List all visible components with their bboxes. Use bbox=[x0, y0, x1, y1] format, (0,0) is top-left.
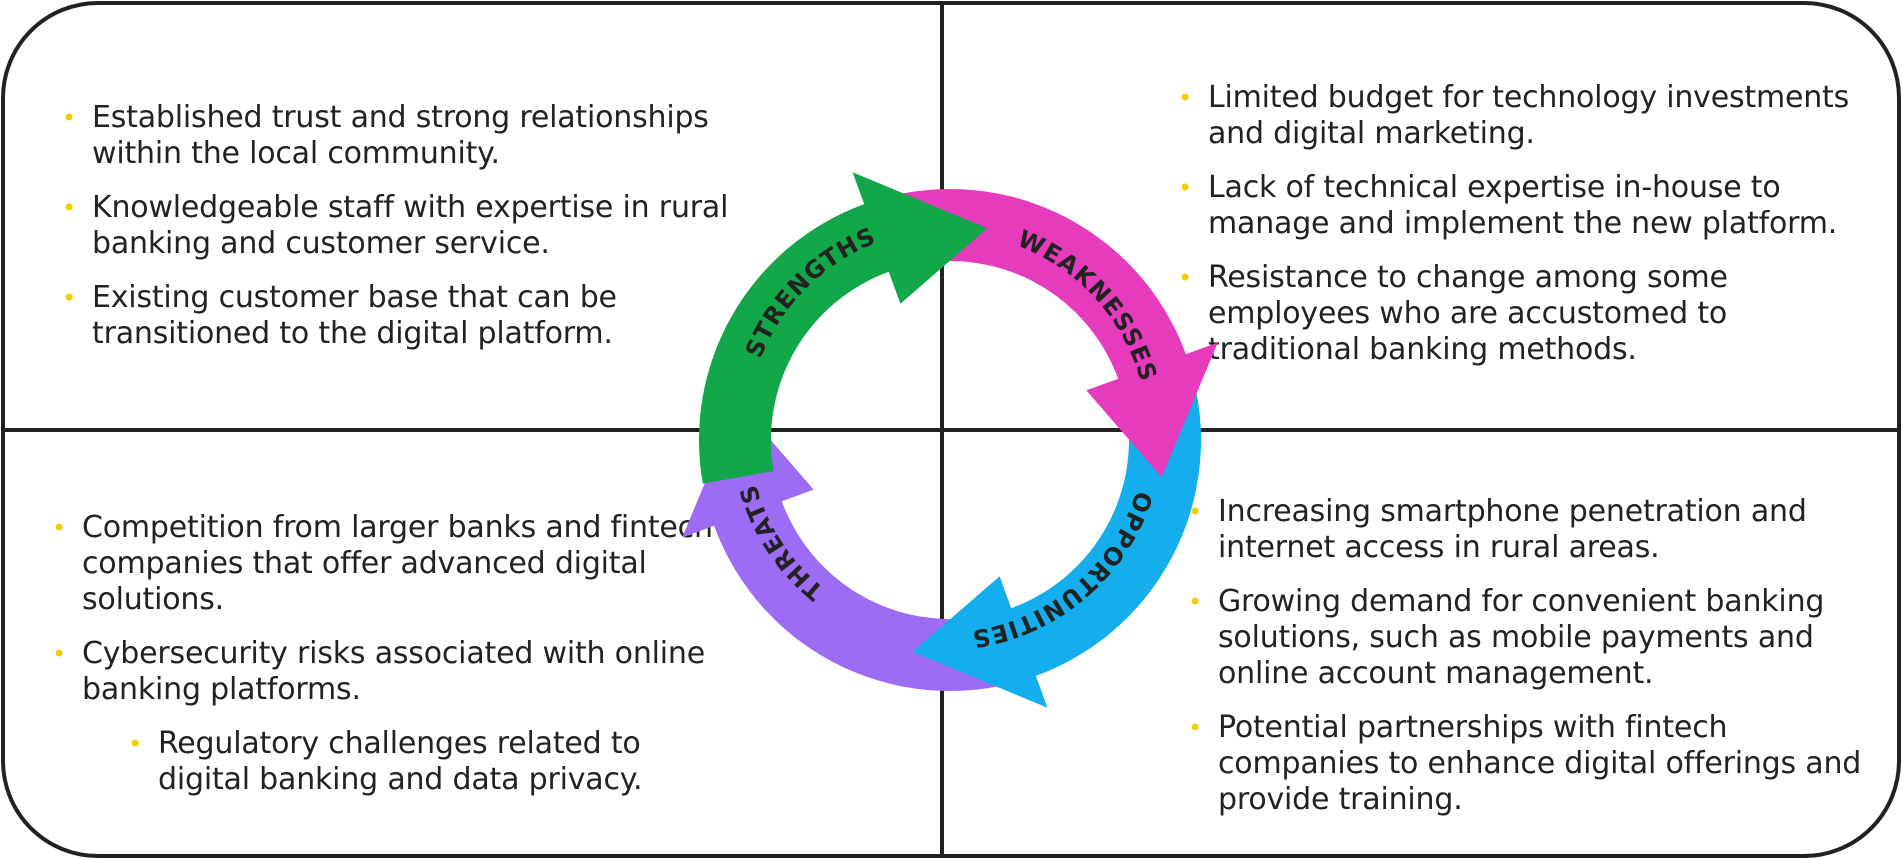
threats-item: • Cybersecurity risks associated with onl… bbox=[52, 636, 705, 707]
opportunities-arrow bbox=[912, 354, 1202, 708]
bullet-icon: • bbox=[1188, 588, 1202, 616]
opportunities-item: • Growing demand for convenient banking s… bbox=[1188, 584, 1825, 691]
weaknesses-item: • Lack of technical expertise in-house to… bbox=[1178, 170, 1838, 241]
weaknesses-item: • Limited budget for technology investmen… bbox=[1178, 80, 1850, 151]
opportunities-list: • Increasing smartphone penetration and i… bbox=[1188, 494, 1878, 836]
bullet-icon: • bbox=[1188, 714, 1202, 742]
threats-item: • Regulatory challenges related to digita… bbox=[128, 726, 643, 797]
bullet-icon: • bbox=[52, 514, 66, 542]
opportunities-item: • Potential partnerships with fintech com… bbox=[1188, 710, 1862, 817]
bullet-icon: • bbox=[1178, 174, 1192, 202]
weaknesses-arrow bbox=[864, 188, 1218, 478]
bullet-icon: • bbox=[62, 284, 76, 312]
bullet-icon: • bbox=[62, 104, 76, 132]
swot-cycle: STRENGTHS WEAKNESSES OPPORTUNITIES THREA… bbox=[682, 172, 1218, 708]
bullet-icon: • bbox=[128, 730, 142, 758]
bullet-icon: • bbox=[1178, 84, 1192, 112]
bullet-icon: • bbox=[52, 640, 66, 668]
strengths-item: • Existing customer base that can be tran… bbox=[62, 280, 617, 351]
threats-item: • Competition from larger banks and finte… bbox=[52, 510, 713, 617]
threats-arrow bbox=[682, 402, 1036, 692]
strengths-item: • Established trust and strong relationsh… bbox=[62, 100, 709, 171]
bullet-icon: • bbox=[62, 194, 76, 222]
weaknesses-item: • Resistance to change among some employe… bbox=[1178, 260, 1728, 367]
weaknesses-list: • Limited budget for technology investmen… bbox=[1178, 80, 1878, 386]
strengths-list: • Established trust and strong relationsh… bbox=[62, 100, 762, 370]
opportunities-item: • Increasing smartphone penetration and i… bbox=[1188, 494, 1807, 565]
bullet-icon: • bbox=[1178, 264, 1192, 292]
strengths-item: • Knowledgeable staff with expertise in r… bbox=[62, 190, 729, 261]
strengths-arrow bbox=[698, 172, 988, 484]
threats-list: • Competition from larger banks and finte… bbox=[52, 510, 732, 816]
